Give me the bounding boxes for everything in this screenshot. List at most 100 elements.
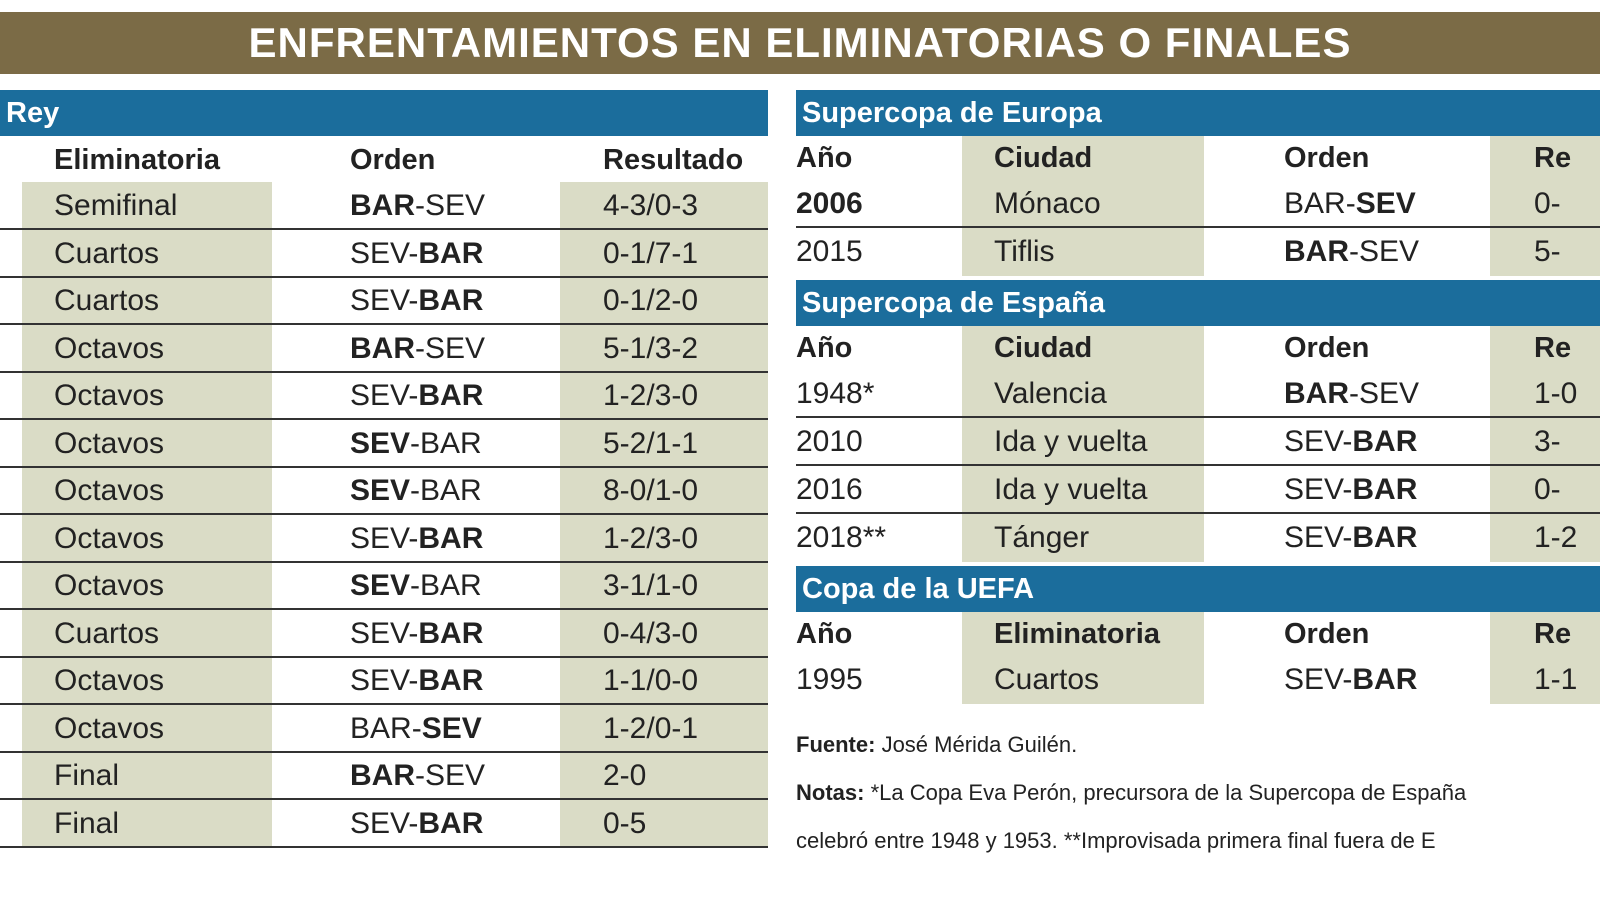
- row-rule: [0, 655, 768, 658]
- bold-team: BAR: [418, 521, 484, 555]
- table-cell: Octavos: [54, 521, 165, 555]
- section-header: Supercopa de Europa: [796, 90, 1600, 136]
- orden-cell: SEV-BAR: [350, 467, 482, 515]
- team-text: SEV: [350, 379, 409, 412]
- team-text: SEV: [350, 664, 409, 697]
- table-cell: 2015: [796, 235, 863, 268]
- row-rule: [796, 464, 1600, 466]
- table-cell: 1-1: [1534, 663, 1578, 696]
- column-header: Orden: [1284, 332, 1370, 364]
- orden-cell: SEV-BAR: [350, 230, 483, 278]
- bold-team: BAR: [418, 664, 484, 697]
- page-title: ENFRENTAMIENTOS EN ELIMINATORIAS O FINAL…: [248, 19, 1352, 66]
- row-rule: [0, 418, 768, 420]
- table-cell: 3-1/1-0: [603, 569, 699, 602]
- column-header: Re: [1534, 332, 1572, 364]
- orden-cell: SEV-BAR: [350, 800, 483, 848]
- column-header: Año: [796, 142, 853, 174]
- table-cell: Cuartos: [54, 284, 160, 317]
- team-text: SEV: [1284, 663, 1343, 696]
- team-text: BAR: [420, 426, 482, 460]
- table-cell: Octavos: [54, 664, 165, 697]
- note-line: Notas: *La Copa Eva Perón, precursora de…: [796, 780, 1466, 806]
- table-cell: 8-0/1-0: [603, 474, 699, 507]
- row-rule: [0, 750, 768, 753]
- team-text: -: [1342, 663, 1353, 696]
- table-cell: Mónaco: [994, 187, 1101, 220]
- shaded-column: [1490, 612, 1600, 704]
- note-line: celebró entre 1948 y 1953. **Improvisada…: [796, 828, 1436, 854]
- row-rule: [796, 416, 1600, 418]
- column-header: Año: [796, 332, 853, 364]
- team-text: SEV: [425, 189, 486, 222]
- shaded-column: [1490, 136, 1600, 276]
- team-text: SEV: [1359, 377, 1420, 410]
- bold-team: BAR: [350, 759, 415, 792]
- table-cell: Octavos: [54, 331, 165, 365]
- row-rule: [796, 512, 1600, 514]
- table-cell: Final: [54, 806, 120, 840]
- bold-team: BAR: [350, 331, 415, 365]
- table-cell: Ida y vuelta: [994, 425, 1148, 458]
- bold-team: BAR: [418, 284, 484, 317]
- row-rule: [0, 370, 768, 373]
- orden-cell: SEV-BAR: [1284, 418, 1417, 466]
- team-text: SEV: [425, 331, 486, 365]
- orden-cell: SEV-BAR: [350, 515, 483, 563]
- table-cell: 1-2: [1534, 521, 1578, 554]
- team-text: -: [408, 806, 419, 840]
- team-text: -: [411, 711, 422, 745]
- row-rule: [796, 226, 1600, 228]
- table-cell: Tiflis: [994, 235, 1055, 268]
- team-text: BAR: [420, 474, 482, 507]
- bold-team: BAR: [1352, 663, 1418, 696]
- note-line: Fuente: José Mérida Guilén.: [796, 732, 1077, 758]
- table-cell: Valencia: [994, 377, 1107, 410]
- orden-cell: BAR-SEV: [350, 182, 485, 230]
- table-cell: 1-2/0-1: [603, 711, 699, 745]
- table-cell: Cuartos: [54, 616, 160, 650]
- team-text: -: [415, 759, 425, 792]
- team-text: SEV: [1284, 425, 1343, 458]
- bold-team: BAR: [1284, 377, 1349, 410]
- bold-team: BAR: [418, 236, 484, 270]
- orden-cell: SEV-BAR: [1284, 656, 1417, 704]
- table-cell: 3-: [1534, 425, 1561, 458]
- orden-cell: SEV-BAR: [1284, 514, 1417, 562]
- note-text: *La Copa Eva Perón, precursora de la Sup…: [864, 780, 1467, 805]
- team-text: SEV: [350, 616, 409, 650]
- team-text: -: [410, 474, 421, 507]
- orden-cell: BAR-SEV: [1284, 228, 1419, 276]
- bold-team: BAR: [418, 616, 484, 650]
- bold-team: BAR: [1352, 473, 1418, 506]
- table-cell: 5-2/1-1: [603, 426, 699, 460]
- table-cell: 0-5: [603, 806, 647, 840]
- orden-cell: SEV-BAR: [350, 420, 482, 468]
- row-rule: [0, 513, 768, 515]
- bold-team: BAR: [1352, 521, 1418, 554]
- orden-cell: SEV-BAR: [350, 277, 483, 325]
- table-cell: 0-: [1534, 473, 1561, 506]
- row-rule: [0, 323, 768, 325]
- title-band: [0, 12, 1600, 74]
- row-rule: [0, 608, 768, 610]
- shaded-column: [1490, 326, 1600, 562]
- note-label: Notas:: [796, 780, 865, 805]
- section-header: Supercopa de España: [796, 280, 1600, 326]
- team-text: -: [1345, 187, 1356, 220]
- team-text: -: [415, 189, 425, 222]
- table-cell: Ida y vuelta: [994, 473, 1148, 506]
- column-header: Resultado: [603, 144, 744, 176]
- orden-cell: SEV-BAR: [350, 372, 483, 420]
- team-text: -: [1349, 377, 1359, 410]
- row-rule: [0, 560, 768, 563]
- team-text: -: [408, 236, 419, 270]
- team-text: SEV: [350, 284, 409, 317]
- team-text: -: [410, 569, 421, 602]
- bold-team: BAR: [418, 806, 484, 840]
- orden-cell: SEV-BAR: [350, 657, 483, 705]
- orden-cell: SEV-BAR: [350, 562, 482, 610]
- team-text: SEV: [350, 521, 409, 555]
- column-header: Ciudad: [994, 332, 1093, 364]
